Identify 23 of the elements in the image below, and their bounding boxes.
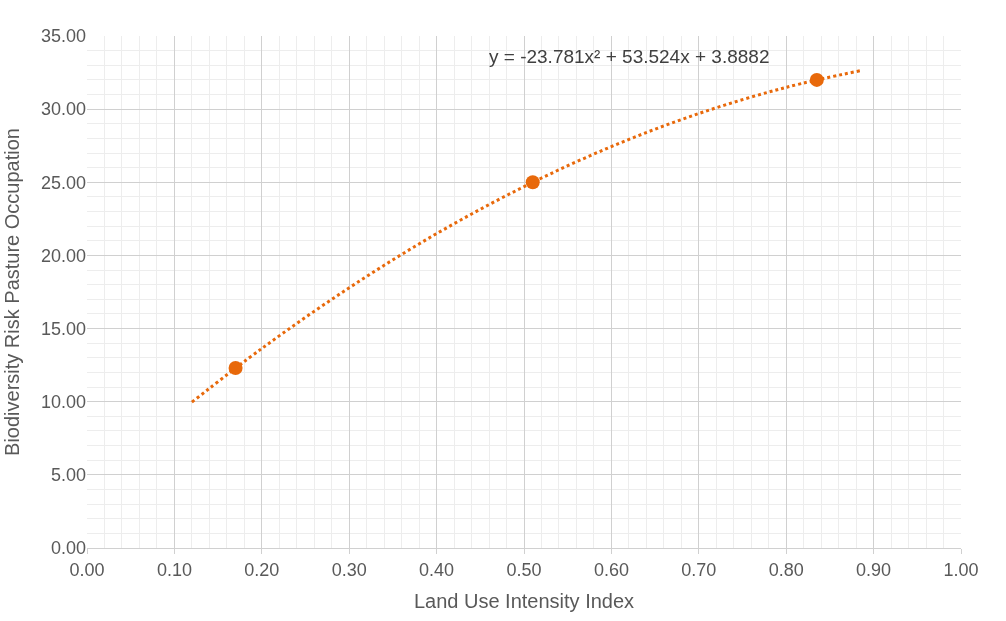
- y-tick-label: 35.00: [40, 26, 86, 47]
- x-tick-label: 0.30: [331, 559, 367, 580]
- x-tick-label: 0.90: [856, 559, 892, 580]
- y-tick-label: 10.00: [40, 392, 86, 413]
- y-tick-label: 30.00: [40, 99, 86, 120]
- x-tick-label: 0.20: [244, 559, 280, 580]
- y-axis-title: Biodiversity Risk Pasture Occupation: [1, 128, 24, 456]
- line-series: [190, 69, 862, 404]
- x-tick-label: 1.00: [943, 559, 979, 580]
- x-tick-label: 0.50: [506, 559, 542, 580]
- x-tick-label: 0.40: [419, 559, 455, 580]
- x-axis-title: Land Use Intensity Index: [413, 590, 635, 613]
- x-tick-label: 0.10: [156, 559, 192, 580]
- y-tick-label: 20.00: [40, 245, 86, 266]
- y-tick-label: 25.00: [40, 172, 86, 193]
- x-tick-label: 0.70: [681, 559, 717, 580]
- y-tick-label: 0.00: [50, 538, 86, 559]
- x-tick-label: 0.80: [768, 559, 804, 580]
- annotation: y = -23.781x² + 53.524x + 3.8882: [489, 46, 770, 67]
- x-tick-label: 0.00: [69, 559, 105, 580]
- x-tick-label: 0.60: [593, 559, 629, 580]
- y-tick-label: 15.00: [40, 318, 86, 339]
- y-tick-label: 5.00: [50, 465, 86, 486]
